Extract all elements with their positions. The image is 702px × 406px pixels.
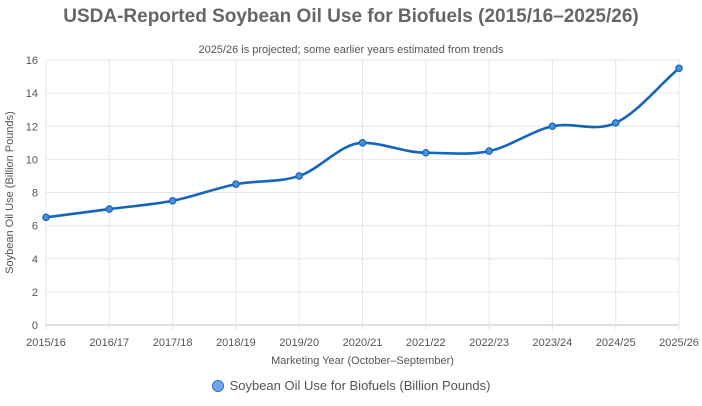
x-tick-label: 2022/23 [469,337,509,349]
y-tick-label: 2 [32,287,38,299]
data-point[interactable] [42,213,50,222]
y-tick-label: 0 [32,320,38,332]
legend-marker-icon [211,379,224,392]
x-axis-label: Marketing Year (October–September) [271,355,454,367]
x-tick-label: 2019/20 [279,337,319,349]
x-tick-label: 2020/21 [343,337,383,349]
x-tick-label: 2023/24 [533,337,573,349]
y-tick-label: 14 [26,88,38,100]
data-point[interactable] [421,148,430,157]
data-point[interactable] [105,205,114,213]
data-point[interactable] [675,64,683,73]
x-tick-label: 2017/18 [153,337,193,349]
y-tick-label: 12 [26,121,38,133]
x-tick-label: 2021/22 [406,337,446,349]
chart-subtitle: 2025/26 is projected; some earlier years… [198,44,504,56]
data-point[interactable] [295,172,304,180]
x-tick-label: 2018/19 [216,337,256,349]
y-axis-label: Soybean Oil Use (Billion Pounds) [4,111,16,274]
data-point[interactable] [548,122,557,131]
data-point[interactable] [168,196,177,205]
x-tick-label: 2016/17 [89,337,129,349]
x-tick-label: 2015/16 [26,337,66,349]
data-point[interactable] [358,139,367,147]
legend: Soybean Oil Use for Biofuels (Billion Po… [0,378,702,395]
y-tick-label: 16 [26,55,38,67]
chart-title: USDA-Reported Soybean Oil Use for Biofue… [63,6,639,27]
y-tick-label: 10 [26,154,38,166]
legend-item[interactable]: Soybean Oil Use for Biofuels (Billion Po… [211,378,491,393]
data-point[interactable] [611,119,620,127]
y-tick-label: 8 [32,188,38,200]
y-tick-label: 6 [32,221,38,233]
x-tick-label: 2025/26 [659,337,699,349]
data-point[interactable] [232,180,240,189]
y-tick-label: 4 [32,254,38,266]
x-tick-label: 2024/25 [596,337,636,349]
legend-label: Soybean Oil Use for Biofuels (Billion Po… [229,378,491,393]
data-point[interactable] [485,147,493,155]
